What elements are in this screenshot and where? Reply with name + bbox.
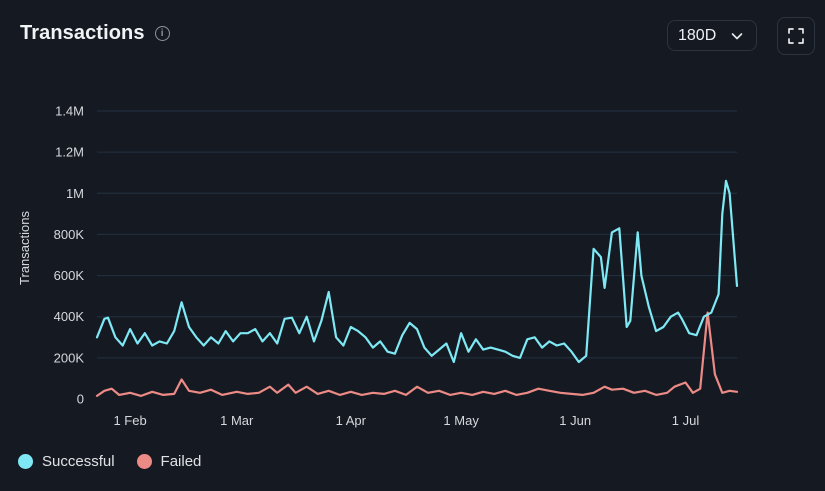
x-tick-label: 1 Apr: [336, 413, 367, 428]
card-title: Transactions: [20, 22, 145, 44]
info-icon[interactable]: i: [154, 26, 170, 41]
expand-icon: [788, 28, 804, 44]
y-tick-label: 200K: [54, 350, 85, 365]
legend-swatch-failed: [136, 454, 152, 469]
x-tick-label: 1 Jun: [559, 413, 591, 428]
x-tick-label: 1 May: [443, 413, 479, 428]
range-dropdown[interactable]: 180D: [667, 20, 757, 51]
y-axis-title: Transactions: [17, 211, 32, 285]
card-header: Transactions i: [20, 22, 170, 45]
legend-swatch-successful: [18, 454, 33, 469]
legend-item-failed[interactable]: Failed: [136, 453, 202, 470]
y-tick-label: 1.2M: [55, 145, 84, 160]
series-line-failed: [95, 311, 739, 397]
y-tick-label: 1.4M: [55, 104, 84, 119]
y-tick-label: 0: [77, 392, 84, 407]
y-tick-label: 1M: [66, 186, 84, 201]
y-tick-label: 400K: [54, 309, 85, 324]
y-tick-label: 600K: [54, 268, 85, 283]
transactions-chart: 0 200K 400K 600K 800K 1M 1.2M 1.4M 1 Feb 1 Mar 1 A…: [17, 104, 739, 428]
legend-label-successful: Successful: [42, 453, 115, 470]
chart-legend: Successful Failed: [18, 453, 201, 470]
chevron-down-icon: [731, 32, 743, 39]
x-tick-label: 1 Jul: [672, 413, 700, 428]
y-tick-label: 800K: [54, 227, 85, 242]
x-tick-label: 1 Mar: [220, 413, 254, 428]
x-tick-label: 1 Feb: [113, 413, 146, 428]
series-line-successful: [95, 179, 739, 364]
range-label: 180D: [678, 26, 717, 44]
legend-item-successful[interactable]: Successful: [18, 453, 115, 470]
legend-label-failed: Failed: [160, 453, 202, 470]
expand-button[interactable]: [777, 17, 815, 55]
